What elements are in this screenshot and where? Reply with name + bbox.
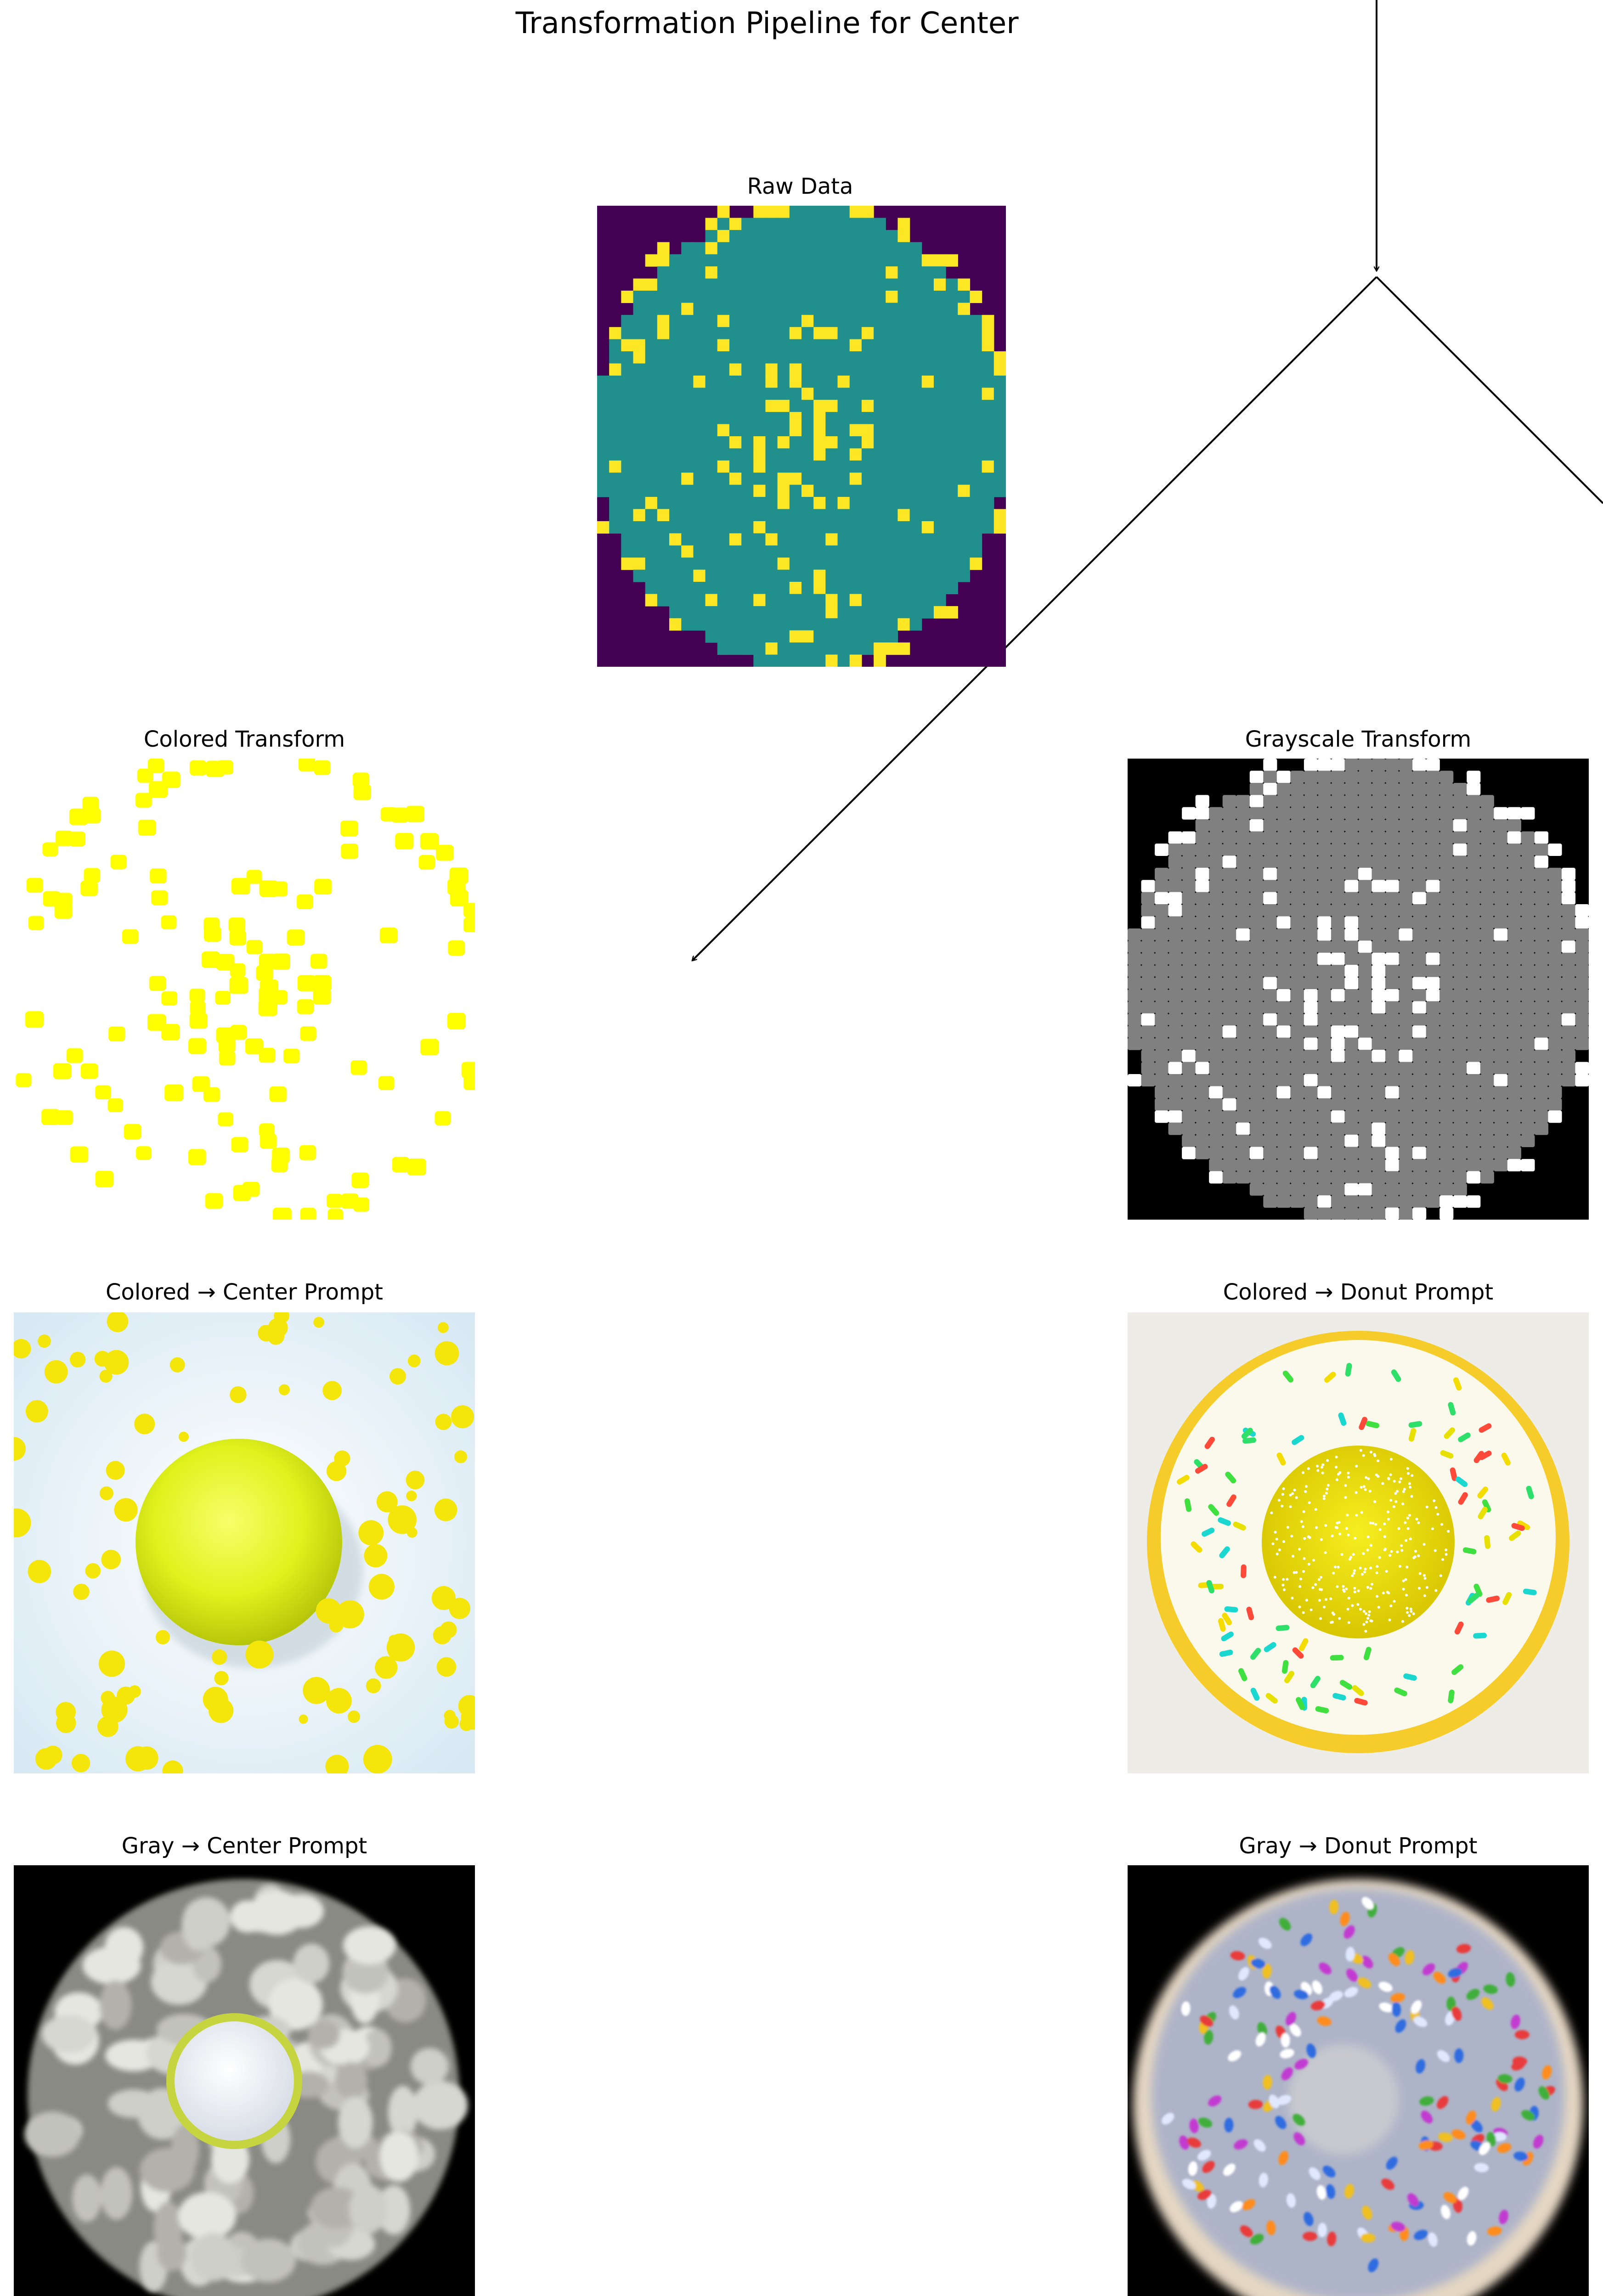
colored-transform-title: Colored Transform	[143, 726, 345, 752]
raw-data-title: Raw Data	[747, 174, 853, 199]
arrow-to-colored	[692, 276, 1377, 961]
grayscale-transform-title: Grayscale Transform	[1245, 726, 1472, 752]
figure-title: Transformation Pipeline for Center	[515, 6, 1019, 40]
tennis-ball	[135, 1439, 342, 1645]
grayscale-transform-plot	[1128, 759, 1589, 1220]
gray-donut-hole	[1288, 2044, 1399, 2155]
colored-donut-image	[1128, 1312, 1589, 1773]
gray-center-title: Gray → Center Prompt	[121, 1833, 367, 1859]
raw-data-heatmap	[597, 206, 1006, 667]
colored-transform-plot	[14, 759, 475, 1220]
arrow-to-grayscale	[1376, 276, 1603, 504]
colored-center-title: Colored → Center Prompt	[105, 1279, 383, 1305]
donut-hole	[1262, 1446, 1455, 1638]
colored-center-image	[14, 1312, 475, 1773]
colored-donut-title: Colored → Donut Prompt	[1223, 1279, 1494, 1305]
gray-center-image	[14, 1865, 475, 2296]
gray-donut-image	[1128, 1865, 1589, 2296]
gray-donut-title: Gray → Donut Prompt	[1239, 1833, 1478, 1859]
center-ball	[175, 2021, 294, 2141]
